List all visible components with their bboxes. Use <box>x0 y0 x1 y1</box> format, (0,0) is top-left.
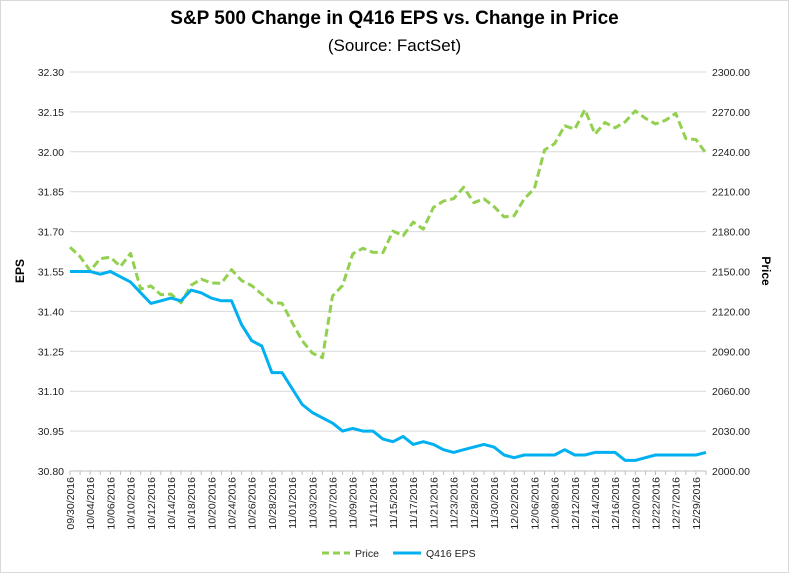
left-y-tick-label: 32.00 <box>38 147 64 159</box>
x-tick-label: 12/12/2016 <box>570 477 582 530</box>
x-tick-label: 11/21/2016 <box>428 477 440 529</box>
left-y-tick-label: 31.40 <box>38 306 64 318</box>
x-tick-label: 10/10/2016 <box>126 477 138 530</box>
x-tick-label: 10/24/2016 <box>227 477 239 530</box>
x-tick-label: 11/23/2016 <box>449 477 461 529</box>
x-tick-label: 12/22/2016 <box>651 477 663 530</box>
left-axis-label: EPS <box>13 259 27 283</box>
x-tick-label: 11/11/2016 <box>368 477 380 528</box>
series-line-price <box>68 108 708 360</box>
x-tick-label: 11/09/2016 <box>348 477 360 529</box>
right-y-tick-label: 2000.00 <box>712 466 750 478</box>
x-tick-label: 12/06/2016 <box>529 477 541 530</box>
x-tick-label: 10/12/2016 <box>146 477 158 530</box>
series-lines <box>68 108 708 462</box>
x-tick-label: 11/15/2016 <box>388 477 400 529</box>
gridlines <box>70 71 706 432</box>
x-tick-label: 12/20/2016 <box>630 477 642 530</box>
right-y-tick-label: 2030.00 <box>712 426 750 438</box>
right-y-tick-label: 2150.00 <box>712 267 750 279</box>
right-y-tick-label: 2300.00 <box>712 67 750 79</box>
right-y-tick-label: 2210.00 <box>712 187 750 199</box>
x-tick-label: 12/08/2016 <box>550 477 562 530</box>
x-tick-label: 12/16/2016 <box>610 477 622 530</box>
right-axis-label: Price <box>759 256 773 286</box>
x-tick-label: 12/27/2016 <box>671 477 683 530</box>
x-tick-labels: 09/30/2016 10/04/2016 10/06/2016 10/10/2016… <box>65 477 703 530</box>
x-tick-label: 11/30/2016 <box>489 477 501 529</box>
left-y-tick-label: 32.30 <box>38 67 64 79</box>
chart-title: S&P 500 Change in Q416 EPS vs. Change in… <box>170 8 619 29</box>
left-y-tick-label: 31.10 <box>38 386 64 398</box>
axes <box>69 470 707 475</box>
right-y-tick-label: 2240.00 <box>712 147 750 159</box>
x-tick-label: 10/18/2016 <box>186 477 198 530</box>
x-tick-label: 11/28/2016 <box>469 477 481 529</box>
series-line-q416-eps <box>70 270 707 462</box>
x-tick-label: 12/29/2016 <box>691 477 703 530</box>
x-tick-label: 10/26/2016 <box>247 477 259 530</box>
x-tick-label: 11/17/2016 <box>408 477 420 529</box>
x-tick-label: 10/20/2016 <box>206 477 218 530</box>
x-tick-label: 11/01/2016 <box>287 477 299 529</box>
left-y-tick-label: 31.70 <box>38 227 64 239</box>
legend: Price Q416 EPS <box>322 548 476 560</box>
x-tick-label: 09/30/2016 <box>65 477 77 530</box>
chart-subtitle: (Source: FactSet) <box>327 36 462 55</box>
left-y-tick-label: 31.55 <box>38 267 64 279</box>
right-y-tick-label: 2180.00 <box>712 227 750 239</box>
x-tick-label: 11/07/2016 <box>328 477 340 529</box>
left-y-tick-label: 31.25 <box>38 346 64 358</box>
left-y-tick-labels: 32.30 32.15 32.00 31.85 31.70 31.55 31.40 31.25… <box>38 67 64 478</box>
legend-price-label: Price <box>355 548 379 560</box>
x-tick-label: 12/14/2016 <box>590 477 602 530</box>
left-y-tick-label: 31.85 <box>38 187 64 199</box>
right-y-tick-label: 2090.00 <box>712 346 750 358</box>
x-tick-label: 10/06/2016 <box>105 477 117 530</box>
right-y-tick-label: 2060.00 <box>712 386 750 398</box>
right-y-tick-label: 2270.00 <box>712 107 750 119</box>
x-tick-label: 11/03/2016 <box>307 477 319 529</box>
left-y-tick-label: 32.15 <box>38 107 64 119</box>
legend-eps-label: Q416 EPS <box>426 548 476 560</box>
x-tick-label: 10/28/2016 <box>267 477 279 530</box>
x-tick-label: 10/04/2016 <box>85 477 97 530</box>
left-y-tick-label: 30.95 <box>38 426 64 438</box>
x-tick-label: 12/02/2016 <box>509 477 521 530</box>
left-y-tick-label: 30.80 <box>38 466 64 478</box>
right-y-tick-label: 2120.00 <box>712 306 750 318</box>
x-tick-label: 10/14/2016 <box>166 477 178 530</box>
right-y-tick-labels: 2300.00 2270.00 2240.00 2210.00 2180.00 2150.… <box>712 67 750 478</box>
